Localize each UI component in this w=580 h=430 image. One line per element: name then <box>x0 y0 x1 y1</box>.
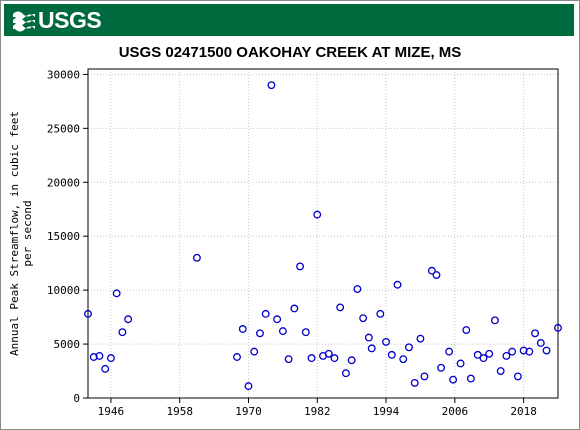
data-point <box>267 81 276 90</box>
data-point <box>376 309 385 318</box>
data-point <box>101 364 110 373</box>
data-point <box>437 363 446 372</box>
usgs-banner: USGS <box>4 4 574 36</box>
data-point <box>89 353 98 361</box>
data-point <box>238 325 247 333</box>
data-point <box>290 304 299 313</box>
data-point <box>399 355 408 364</box>
data-point <box>118 328 127 337</box>
data-point <box>449 375 458 384</box>
data-point <box>405 343 413 352</box>
data-point <box>301 328 310 337</box>
data-point <box>278 327 287 336</box>
data-point <box>531 329 540 338</box>
data-point <box>112 289 121 298</box>
data-point <box>307 354 316 363</box>
x-tick-label: 1982 <box>304 405 331 418</box>
data-point <box>367 344 376 353</box>
y-tick-label: 5000 <box>54 338 81 351</box>
data-point <box>542 346 551 355</box>
data-point <box>124 315 133 324</box>
data-point <box>445 347 454 356</box>
data-point <box>479 354 488 363</box>
data-point <box>347 356 356 365</box>
data-point <box>485 349 494 358</box>
data-point <box>416 334 425 343</box>
data-point <box>554 323 562 332</box>
data-point <box>466 374 475 383</box>
data-point <box>513 372 522 381</box>
x-tick-label: 2018 <box>510 405 537 418</box>
data-point <box>427 266 436 275</box>
data-point <box>353 285 362 294</box>
x-tick-label: 2006 <box>442 405 469 418</box>
usgs-logo-text: USGS <box>38 6 102 33</box>
y-tick-label: 15000 <box>47 230 80 243</box>
x-tick-label: 1958 <box>166 405 193 418</box>
y-tick-label: 10000 <box>47 284 80 297</box>
data-point <box>508 347 517 356</box>
y-tick-label: 20000 <box>47 176 80 189</box>
data-point <box>393 280 402 289</box>
data-point <box>84 309 92 318</box>
chart-title: USGS 02471500 OAKOHAY CREEK AT MIZE, MS <box>118 44 462 61</box>
data-point <box>359 314 368 323</box>
data-point <box>330 354 339 363</box>
data-point <box>233 353 241 361</box>
data-point <box>496 367 505 375</box>
data-point <box>192 253 201 262</box>
data-point <box>473 350 482 359</box>
data-point <box>250 347 259 356</box>
data-point <box>536 339 545 347</box>
data-point <box>462 326 471 334</box>
y-tick-label: 25000 <box>47 122 80 135</box>
x-tick-label: 1994 <box>373 405 400 418</box>
plot-area <box>88 69 558 398</box>
x-tick-label: 1970 <box>235 405 262 418</box>
usgs-wave-icon <box>13 11 35 32</box>
data-point <box>502 351 511 360</box>
data-point <box>341 369 350 378</box>
x-tick-label: 1946 <box>98 405 125 418</box>
data-point <box>336 303 345 312</box>
data-point <box>382 337 390 346</box>
data-point <box>284 355 293 364</box>
data-point <box>456 359 465 368</box>
data-point <box>296 262 305 271</box>
data-point <box>519 346 528 355</box>
data-point <box>106 354 115 363</box>
usgs-logo[interactable]: USGS <box>12 6 102 33</box>
y-axis-title-line: per second <box>21 200 34 266</box>
data-point <box>420 372 429 381</box>
data-point <box>387 350 396 359</box>
data-point <box>432 271 441 279</box>
y-axis-title-line: Annual Peak Streamflow, in cubic feet <box>8 111 21 356</box>
plot-border <box>87 68 559 399</box>
data-point <box>273 315 282 324</box>
data-point <box>525 347 534 356</box>
data-point <box>364 333 373 342</box>
data-point <box>261 309 270 318</box>
data-point <box>324 349 333 358</box>
data-point <box>244 382 253 391</box>
data-point <box>313 210 322 219</box>
data-point <box>95 351 104 360</box>
data-point <box>410 378 419 387</box>
y-tick-label: 30000 <box>47 68 80 81</box>
data-point <box>256 329 264 338</box>
y-tick-label: 0 <box>73 392 80 405</box>
data-point <box>491 316 499 325</box>
